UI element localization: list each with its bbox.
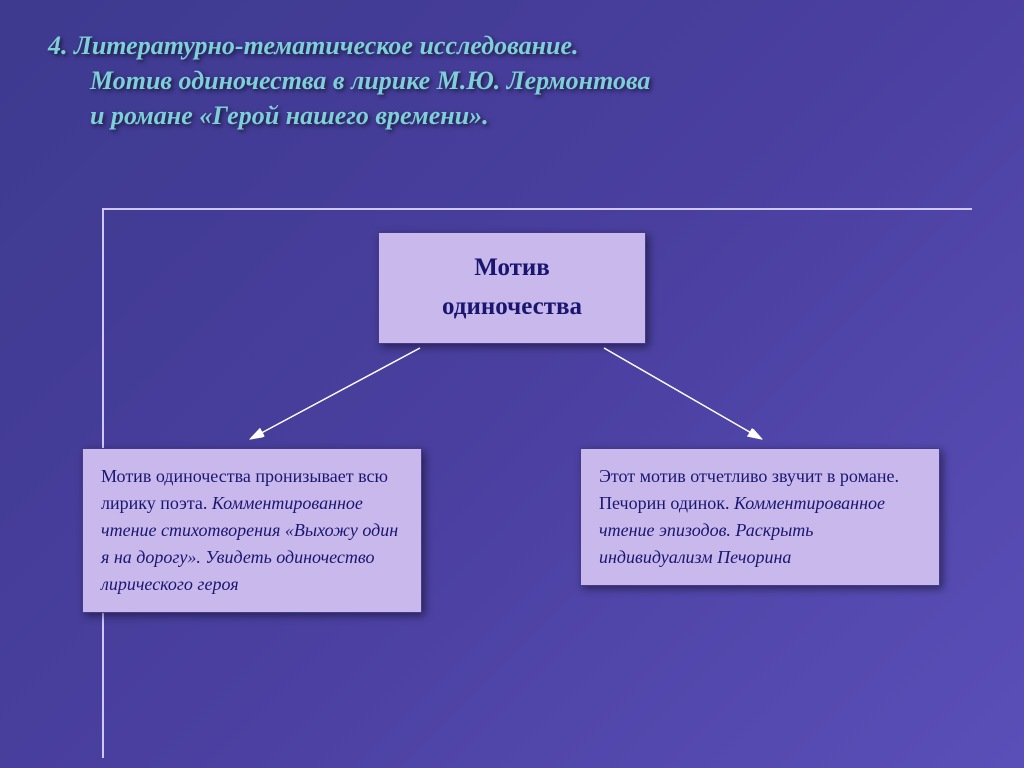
top-box-line1: Мотив — [397, 249, 627, 288]
title-number: 4. — [48, 31, 68, 60]
title-line3: и романе «Герой нашего времени». — [48, 98, 976, 133]
frame-horizontal-line — [102, 208, 972, 210]
diagram-top-box: Мотив одиночества — [378, 232, 646, 344]
top-box-line2: одиночества — [397, 288, 627, 327]
title-line1: Литературно-тематическое исследование. — [68, 31, 579, 60]
diagram-left-box: Мотив одиночества пронизывает всю лирику… — [82, 448, 422, 613]
title-line2: Мотив одиночества в лирике М.Ю. Лермонто… — [48, 63, 976, 98]
slide-title: 4. Литературно-тематическое исследование… — [48, 28, 976, 133]
diagram-right-box: Этот мотив отчетливо звучит в романе. Пе… — [580, 448, 940, 586]
